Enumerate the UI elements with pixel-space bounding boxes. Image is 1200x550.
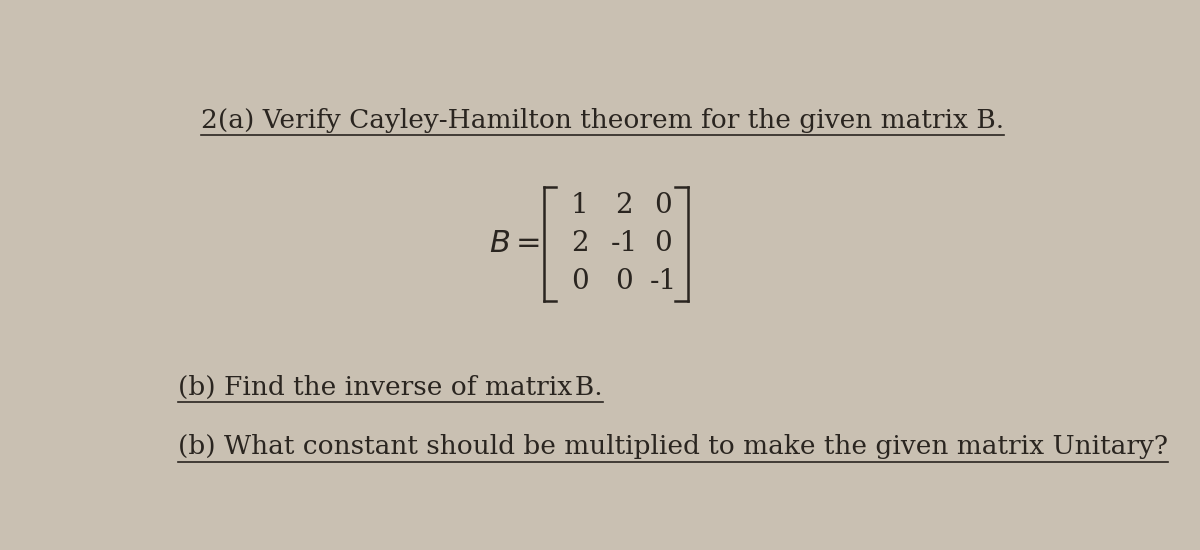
Text: (b) Find the inverse of matrix B.: (b) Find the inverse of matrix B.	[178, 375, 602, 400]
Text: -1: -1	[611, 230, 638, 257]
Text: 2: 2	[571, 230, 588, 257]
Text: 0: 0	[654, 230, 672, 257]
Text: $B=$: $B=$	[490, 228, 540, 260]
Text: (b) What constant should be multiplied to make the given matrix Unitary?: (b) What constant should be multiplied t…	[178, 434, 1168, 459]
Text: 1: 1	[571, 192, 588, 219]
Text: 0: 0	[654, 192, 672, 219]
Text: -1: -1	[649, 268, 677, 295]
Text: 0: 0	[571, 268, 588, 295]
Text: 2(a) Verify Cayley-Hamilton theorem for the given matrix B.: 2(a) Verify Cayley-Hamilton theorem for …	[202, 108, 1004, 133]
Text: 0: 0	[616, 268, 634, 295]
Text: 2: 2	[616, 192, 634, 219]
